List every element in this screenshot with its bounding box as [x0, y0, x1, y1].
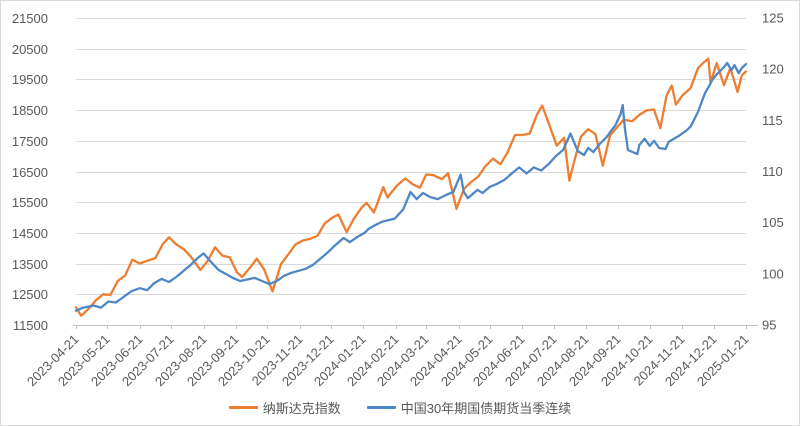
legend-label-nasdaq: 纳斯达克指数: [262, 400, 341, 416]
bond-futures-line-swatch: [366, 405, 396, 409]
svg-text:13500: 13500: [12, 257, 48, 272]
svg-text:15500: 15500: [12, 195, 48, 210]
gridlines: [76, 18, 746, 326]
svg-text:14500: 14500: [12, 226, 48, 241]
nasdaq-line-swatch: [228, 405, 258, 409]
legend: 纳斯达克指数 中国30年期国债期货当季连续: [1, 396, 799, 418]
svg-text:125: 125: [762, 11, 784, 26]
y-axis-left-labels: 11500 12500 13500 14500 15500 16500 17500 18500…: [12, 11, 48, 333]
svg-text:12500: 12500: [12, 287, 48, 302]
y-axis-right-labels: 95 100 105 110 115 120 125: [762, 11, 784, 333]
legend-item-bond-futures[interactable]: 中国30年期国债期货当季连续: [366, 398, 572, 417]
svg-text:110: 110: [762, 164, 783, 179]
series-line-nasdaq: [74, 57, 748, 317]
svg-text:115: 115: [762, 113, 783, 128]
svg-text:17500: 17500: [12, 134, 48, 149]
svg-text:21500: 21500: [12, 11, 48, 26]
svg-text:18500: 18500: [12, 103, 48, 118]
legend-item-nasdaq[interactable]: 纳斯达克指数: [228, 398, 341, 417]
svg-text:11500: 11500: [13, 318, 48, 333]
svg-text:19500: 19500: [12, 72, 48, 87]
x-axis-labels: 2023-04-212023-05-212023-06-212023-07-21…: [24, 332, 752, 390]
x-axis: [73, 325, 758, 329]
svg-text:105: 105: [762, 215, 784, 230]
svg-text:20500: 20500: [12, 42, 48, 57]
svg-text:16500: 16500: [12, 165, 48, 180]
svg-text:120: 120: [762, 62, 784, 77]
svg-text:95: 95: [762, 318, 776, 333]
series-line-bond-futures: [74, 61, 748, 312]
svg-text:100: 100: [762, 266, 784, 281]
legend-label-bond-futures: 中国30年期国债期货当季连续: [400, 400, 572, 416]
